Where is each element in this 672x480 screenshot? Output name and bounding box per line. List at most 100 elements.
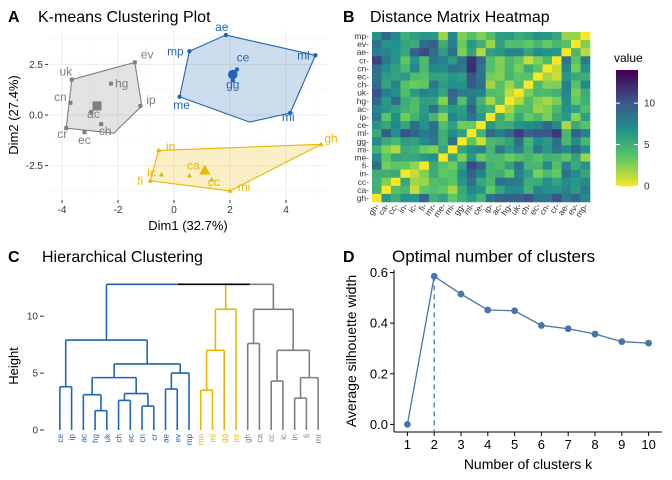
point-cr <box>64 126 69 131</box>
heatmap-row-label: ce- <box>357 120 369 130</box>
heatmap-cell <box>372 64 382 73</box>
leaf-label: mp <box>185 433 194 445</box>
heatmap-cell <box>561 80 572 89</box>
legend-gradient-step <box>616 70 638 74</box>
heatmap-cell <box>428 40 439 49</box>
heatmap-cell <box>428 72 439 81</box>
heatmap-cell <box>533 129 543 138</box>
heatmap-cell <box>390 193 401 203</box>
leaf-label: in <box>291 434 300 440</box>
heatmap-cell <box>419 56 430 65</box>
heatmap-row-label: gh- <box>357 193 369 203</box>
heatmap-cell <box>504 137 515 146</box>
heatmap-cell <box>552 40 562 49</box>
heatmap-cell <box>409 137 420 146</box>
heatmap-cell <box>400 56 411 65</box>
heatmap-cell <box>523 121 534 130</box>
heatmap-cell <box>419 64 430 73</box>
heatmap-cell <box>542 80 553 89</box>
heatmap-cell <box>571 32 581 41</box>
heatmap-cell <box>504 112 515 122</box>
heatmap-cell <box>457 169 468 179</box>
heatmap-cell <box>466 40 477 49</box>
heatmap-cell <box>504 72 515 81</box>
heatmap-cell <box>504 88 515 98</box>
heatmap-cell <box>447 137 458 146</box>
x-axis-title: Dim1 (32.7%) <box>148 218 227 233</box>
point-label-ic: ic <box>147 166 156 180</box>
heatmap-cell <box>542 153 553 162</box>
heatmap-cell <box>571 96 581 106</box>
heatmap-cell <box>504 32 515 41</box>
heatmap-cell <box>533 185 543 195</box>
heatmap-cell <box>400 48 411 57</box>
heatmap-cell <box>419 104 430 114</box>
heatmap-cell <box>571 137 581 146</box>
heatmap-cell <box>495 129 505 138</box>
heatmap-cell <box>372 121 382 130</box>
heatmap-cell <box>390 72 401 81</box>
legend-gradient-step <box>616 78 638 82</box>
y-axis-title: Average silhouette width <box>343 275 359 427</box>
heatmap-cell <box>495 32 505 41</box>
panel-d-title: Optimal number of clusters <box>392 247 595 266</box>
silhouette-point <box>538 322 545 329</box>
heatmap-cell <box>447 112 458 122</box>
heatmap-cell <box>390 112 401 122</box>
x-tick-label: 4 <box>283 205 289 216</box>
x-tick-label: 0 <box>171 205 177 216</box>
leaf-label: ch <box>115 434 124 442</box>
heatmap-cell <box>514 112 524 122</box>
leaf-label: mr <box>314 434 323 444</box>
legend-gradient-step <box>616 159 638 164</box>
heatmap-cell <box>485 153 496 162</box>
leaf-label: ac <box>79 434 88 442</box>
leaf-label: ip <box>68 433 77 440</box>
heatmap-cell <box>580 56 591 65</box>
heatmap-cell <box>580 32 591 41</box>
heatmap-cell <box>485 96 496 106</box>
heatmap-cell <box>457 193 468 203</box>
heatmap-cell <box>561 145 572 154</box>
heatmap-cell <box>523 161 534 170</box>
heatmap-cell <box>381 121 392 130</box>
heatmap-cell <box>457 96 468 106</box>
heatmap-cell <box>400 185 411 195</box>
heatmap-cell <box>485 48 496 57</box>
heatmap-cell <box>580 121 591 130</box>
point-ic <box>158 171 164 177</box>
heatmap-cell <box>390 169 401 179</box>
heatmap-cell <box>409 48 420 57</box>
heatmap-cell <box>542 169 553 179</box>
heatmap-cell <box>580 153 591 162</box>
heatmap-row-label: in- <box>360 169 370 179</box>
heatmap-cell <box>390 177 401 187</box>
heatmap-cell <box>514 104 524 114</box>
point-label-gh: gh <box>324 131 337 145</box>
heatmap-cell <box>409 161 420 170</box>
heatmap-cell <box>428 32 439 41</box>
heatmap-cell <box>533 169 543 179</box>
heatmap-cell <box>542 48 553 57</box>
heatmap-cell <box>552 48 562 57</box>
heatmap-cell <box>438 32 449 41</box>
heatmap-cell <box>514 185 524 195</box>
silhouette-point <box>484 306 492 314</box>
legend-gradient-step <box>616 99 638 103</box>
legend-gradient-step <box>616 96 638 100</box>
heatmap-cell <box>428 121 439 130</box>
heatmap-col-label: cr- <box>548 201 562 215</box>
legend-gradient-step <box>616 90 638 94</box>
legend-tick-label: 5 <box>644 140 650 151</box>
heatmap-cell <box>409 88 420 98</box>
heatmap-cell <box>523 137 534 146</box>
y-tick-label: 5 <box>32 369 38 380</box>
heatmap-row-label: ae- <box>357 47 369 57</box>
heatmap-cell <box>504 96 515 106</box>
heatmap-cell <box>419 72 430 81</box>
heatmap-cell <box>447 72 458 81</box>
heatmap-cell <box>409 96 420 106</box>
point-hg <box>109 81 113 86</box>
panel-d-letter: D <box>343 249 355 266</box>
heatmap-cell <box>428 64 439 73</box>
